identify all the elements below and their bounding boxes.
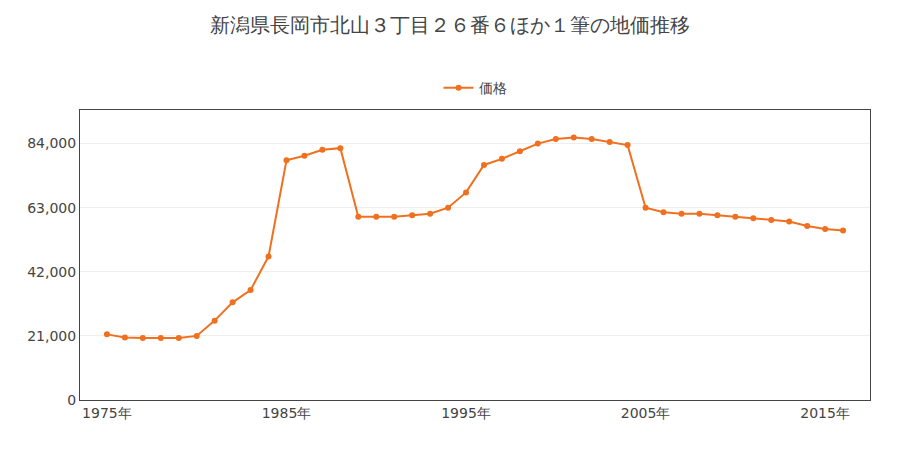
svg-text:1985年: 1985年	[262, 405, 312, 421]
svg-text:84,000: 84,000	[27, 135, 76, 151]
svg-text:2015年: 2015年	[800, 405, 850, 421]
svg-text:0: 0	[67, 392, 76, 408]
svg-text:新潟県長岡市北山３丁目２６番６ほか１筆の地価推移: 新潟県長岡市北山３丁目２６番６ほか１筆の地価推移	[210, 13, 690, 37]
svg-text:42,000: 42,000	[27, 264, 76, 280]
svg-text:21,000: 21,000	[27, 328, 76, 344]
svg-text:2005年: 2005年	[621, 405, 671, 421]
svg-text:1995年: 1995年	[441, 405, 491, 421]
svg-text:価格: 価格	[479, 80, 507, 96]
svg-text:63,000: 63,000	[27, 200, 76, 216]
svg-text:1975年: 1975年	[82, 405, 132, 421]
